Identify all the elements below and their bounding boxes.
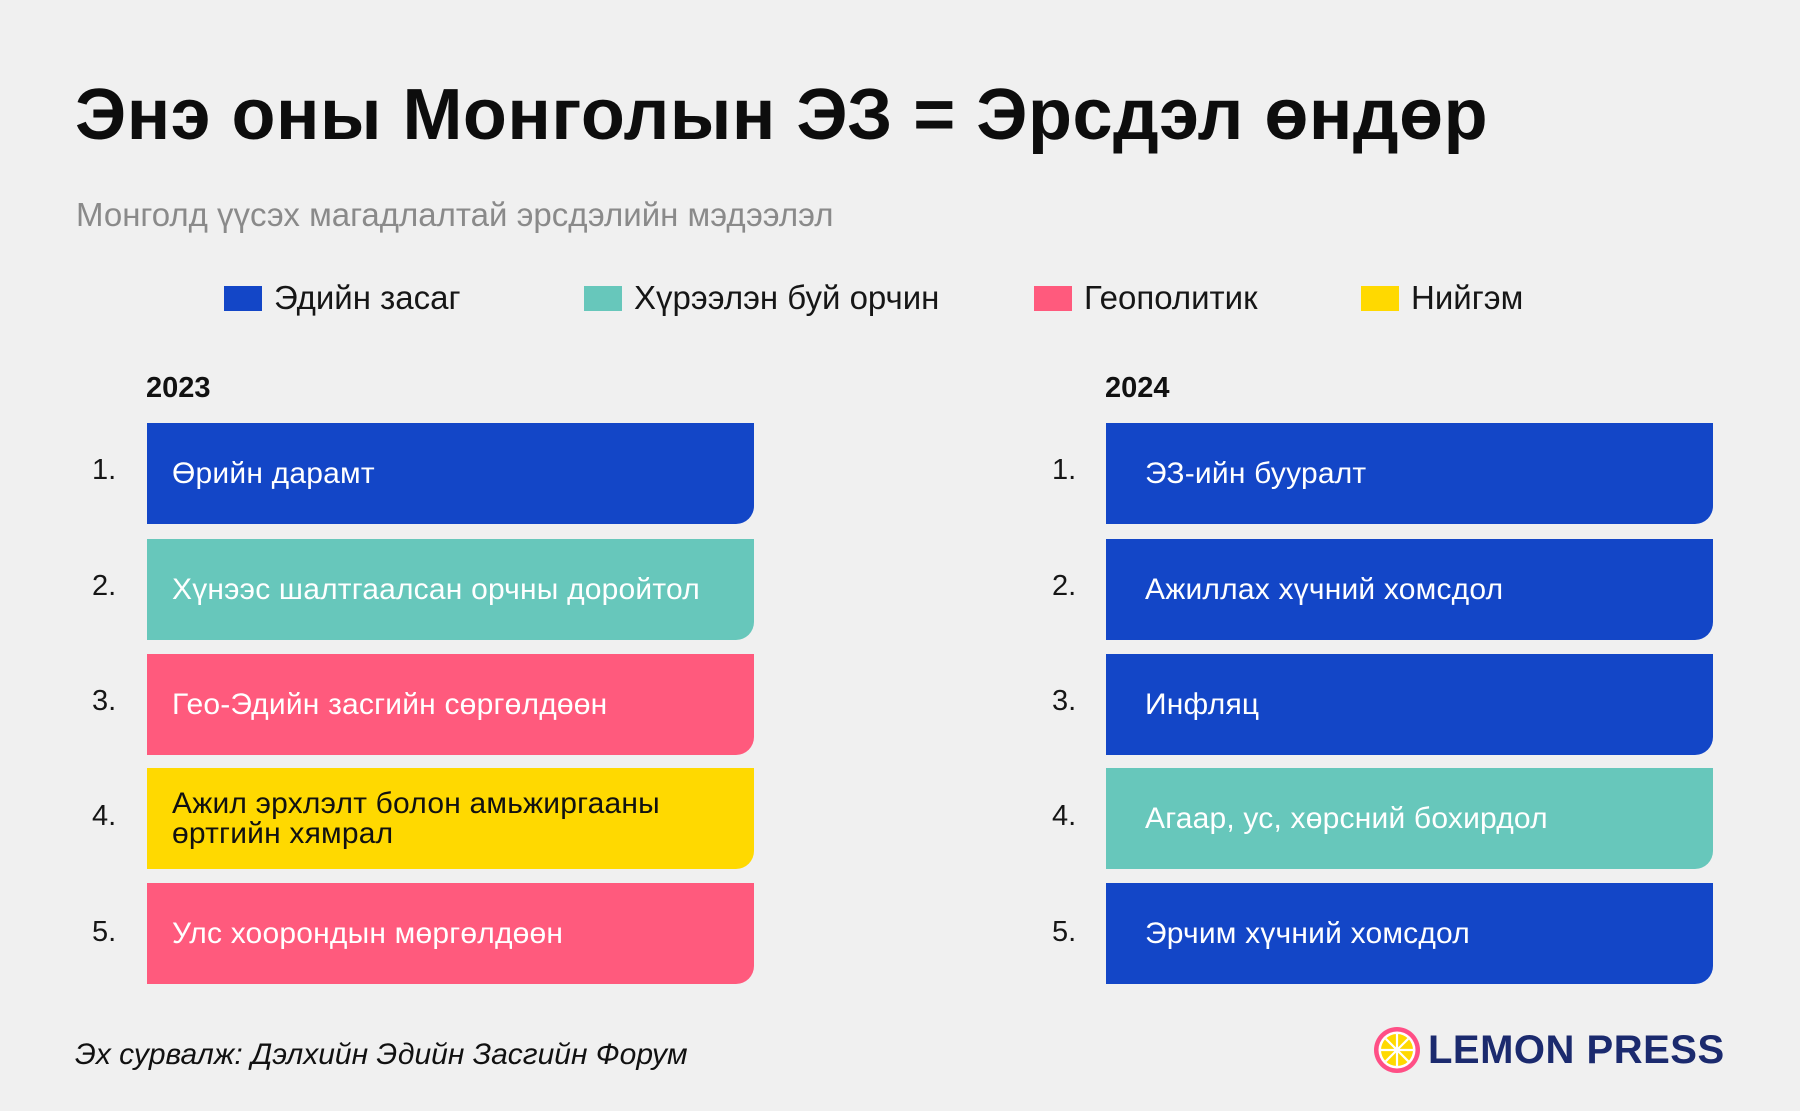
risk-label: Гео-Эдийн засгийн сөргөлдөөн xyxy=(172,687,608,721)
risk-bar: Гео-Эдийн засгийн сөргөлдөөн xyxy=(147,654,754,755)
legend-swatch-environment xyxy=(584,285,622,311)
rank-number: 4. xyxy=(1052,800,1077,832)
legend-label: Хүрээлэн буй орчин xyxy=(634,279,940,316)
legend-swatch-society xyxy=(1361,285,1399,311)
rank-number: 2. xyxy=(92,570,117,602)
year-label-2023: 2023 xyxy=(146,372,211,404)
risk-label: Улс хоорондын мөргөлдөөн xyxy=(172,916,564,950)
risk-bar: Өрийн дарамт xyxy=(147,423,754,524)
legend-item-economy: Эдийн засаг xyxy=(224,279,461,316)
page-subtitle: Монголд үүсэх магадлалтай эрсдэлийн мэдэ… xyxy=(76,196,834,233)
rank-number: 5. xyxy=(1052,916,1077,948)
risk-label: Ажил эрхлэлт болон амьжиргааны өртгийн х… xyxy=(172,786,660,850)
legend-label: Нийгэм xyxy=(1411,279,1524,316)
risk-bar: Агаар, ус, хөрсний бохирдол xyxy=(1106,768,1713,869)
legend-item-geopolitics: Геополитик xyxy=(1034,279,1258,316)
risk-label: Инфляц xyxy=(1145,687,1260,721)
rank-number: 1. xyxy=(92,454,117,486)
rank-number: 4. xyxy=(92,800,117,832)
risk-bar: Хүнээс шалтгаалсан орчны доройтол xyxy=(147,539,754,640)
rank-number: 3. xyxy=(1052,685,1077,717)
page-title: Энэ оны Монголын ЭЗ = Эрсдэл өндөр xyxy=(75,75,1489,155)
risk-label: Эрчим хүчний хомсдол xyxy=(1145,916,1470,950)
rank-number: 5. xyxy=(92,916,117,948)
risk-bar: ЭЗ-ийн бууралт xyxy=(1106,423,1713,524)
legend-item-environment: Хүрээлэн буй орчин xyxy=(584,279,940,316)
lemon-slice-icon xyxy=(1374,1027,1420,1073)
legend-label: Геополитик xyxy=(1084,279,1258,316)
year-label-2024: 2024 xyxy=(1105,372,1170,404)
legend-swatch-geopolitics xyxy=(1034,285,1072,311)
risk-label: Агаар, ус, хөрсний бохирдол xyxy=(1145,801,1548,835)
rank-number: 1. xyxy=(1052,454,1077,486)
legend-item-society: Нийгэм xyxy=(1361,279,1524,316)
risk-label: ЭЗ-ийн бууралт xyxy=(1145,456,1367,490)
risk-label: Хүнээс шалтгаалсан орчны доройтол xyxy=(172,572,700,606)
source-note: Эх сурвалж: Дэлхийн Эдийн Засгийн Форум xyxy=(75,1038,688,1071)
brand-logo: LEMON PRESS xyxy=(1372,1025,1725,1075)
rank-number: 3. xyxy=(92,685,117,717)
legend-label: Эдийн засаг xyxy=(274,279,461,316)
legend-swatch-economy xyxy=(224,285,262,311)
risk-bar: Инфляц xyxy=(1106,654,1713,755)
risk-bar: Улс хоорондын мөргөлдөөн xyxy=(147,883,754,984)
risk-label: Ажиллах хүчний хомсдол xyxy=(1145,572,1504,606)
risk-label: Өрийн дарамт xyxy=(172,456,375,490)
brand-name: LEMON PRESS xyxy=(1428,1027,1725,1072)
rank-number: 2. xyxy=(1052,570,1077,602)
risk-bar: Эрчим хүчний хомсдол xyxy=(1106,883,1713,984)
risk-bar: Ажил эрхлэлт болон амьжиргааны өртгийн х… xyxy=(147,768,754,869)
risk-bar: Ажиллах хүчний хомсдол xyxy=(1106,539,1713,640)
